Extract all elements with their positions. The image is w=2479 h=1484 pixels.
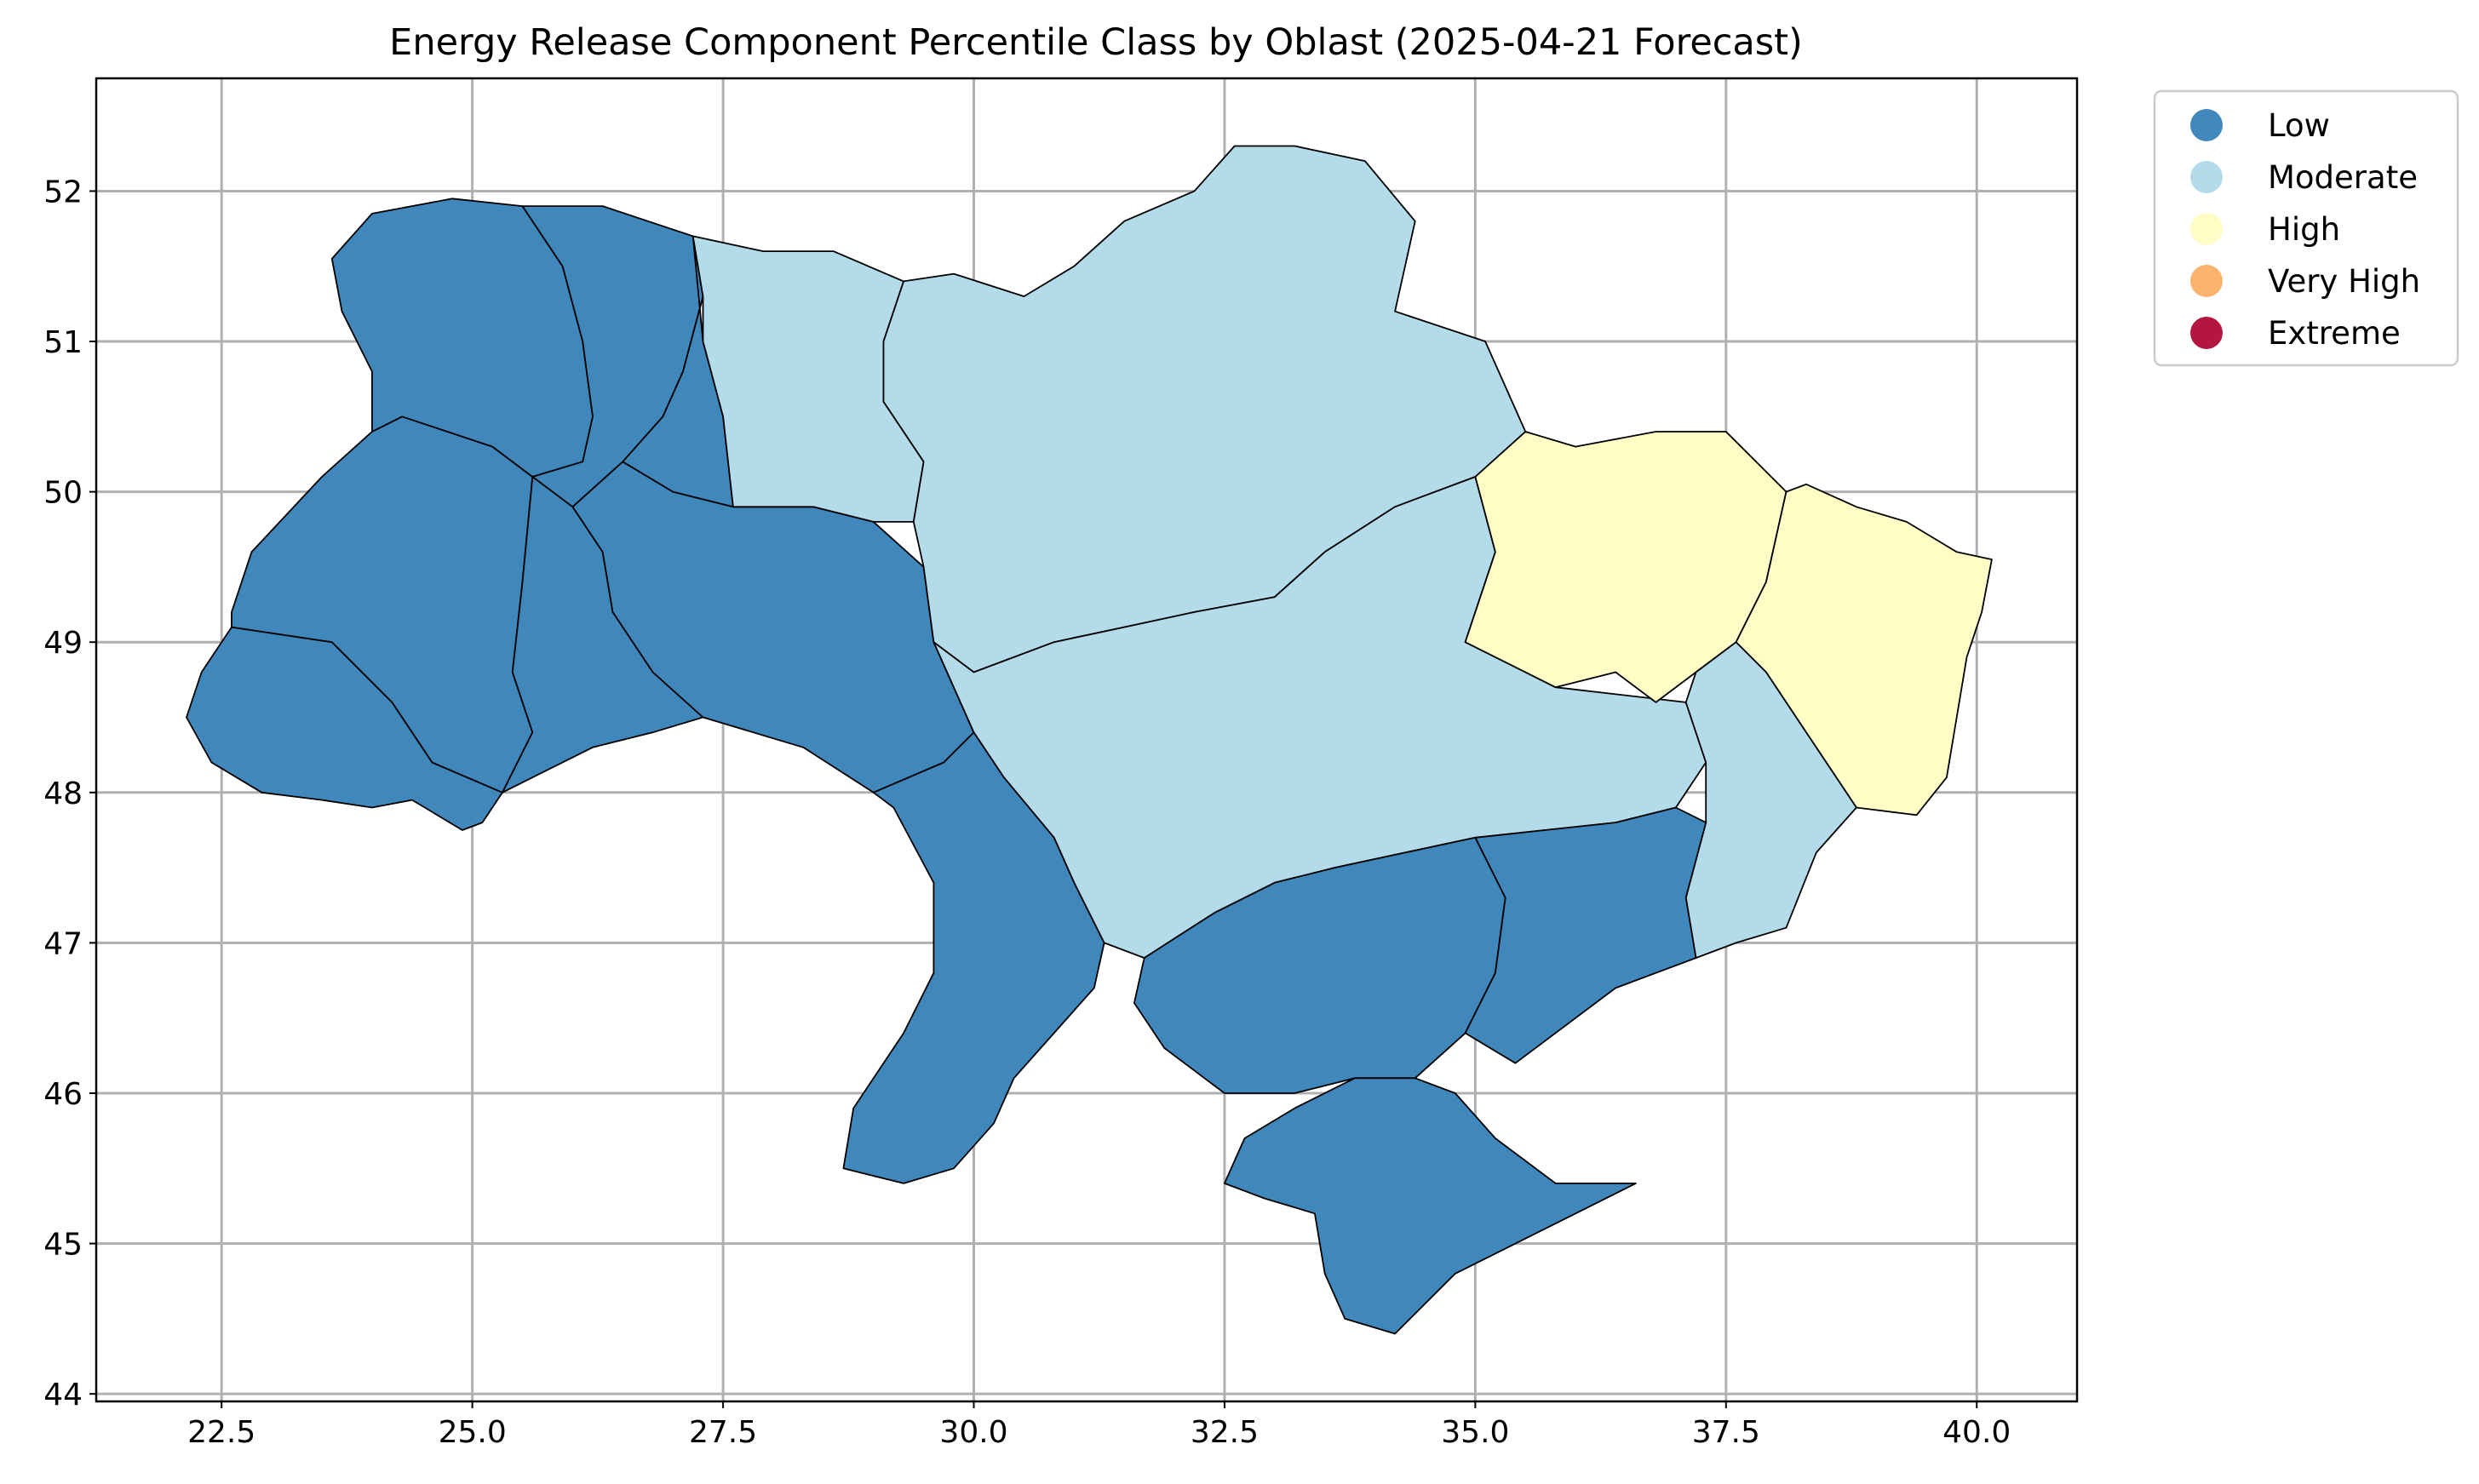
legend-label: Extreme <box>2268 315 2401 352</box>
y-tick-label: 51 <box>43 325 83 360</box>
oblast-region-14 <box>842 731 1105 1184</box>
y-tick-label: 47 <box>43 926 83 961</box>
x-tick-label: 22.5 <box>187 1415 255 1450</box>
x-tick-label: 40.0 <box>1942 1415 2011 1450</box>
plot-frame <box>95 77 2079 1403</box>
legend-marker <box>2190 213 2223 245</box>
legend-marker <box>2190 161 2223 193</box>
legend-box <box>2153 89 2459 367</box>
y-tick-label: 45 <box>43 1228 83 1263</box>
legend-marker <box>2190 109 2223 141</box>
x-tick-label: 30.0 <box>939 1415 1007 1450</box>
y-tick-label: 52 <box>43 175 83 209</box>
x-tick-label: 37.5 <box>1692 1415 1760 1450</box>
oblast-region-7 <box>622 235 734 508</box>
chart-title: Energy Release Component Percentile Clas… <box>389 21 1803 64</box>
legend-label: High <box>2268 211 2340 248</box>
x-tick-label: 25.0 <box>439 1415 507 1450</box>
y-tick-label: 48 <box>43 776 83 811</box>
x-tick-label: 35.0 <box>1441 1415 1509 1450</box>
oblast-region-17 <box>1224 1077 1637 1335</box>
legend: Low Moderate High Very High Extreme <box>2153 89 2459 367</box>
oblast-regions <box>186 145 1993 1335</box>
y-tick-label: 46 <box>43 1077 83 1112</box>
x-tick-label: 27.5 <box>689 1415 757 1450</box>
axis-ticks: 22.5 25.0 27.5 30.0 32.5 35.0 37.5 40.0 44 45 46 47… <box>43 175 2011 1450</box>
y-tick-label: 49 <box>43 626 83 661</box>
legend-label: Moderate <box>2268 159 2418 196</box>
x-tick-label: 32.5 <box>1191 1415 1259 1450</box>
legend-label: Low <box>2268 107 2330 144</box>
oblast-region-16 <box>1464 806 1707 1064</box>
legend-marker <box>2190 265 2223 297</box>
y-tick-label: 44 <box>43 1378 83 1412</box>
legend-marker <box>2190 317 2223 349</box>
legend-label: Very High <box>2268 263 2420 300</box>
y-tick-label: 50 <box>43 476 83 511</box>
